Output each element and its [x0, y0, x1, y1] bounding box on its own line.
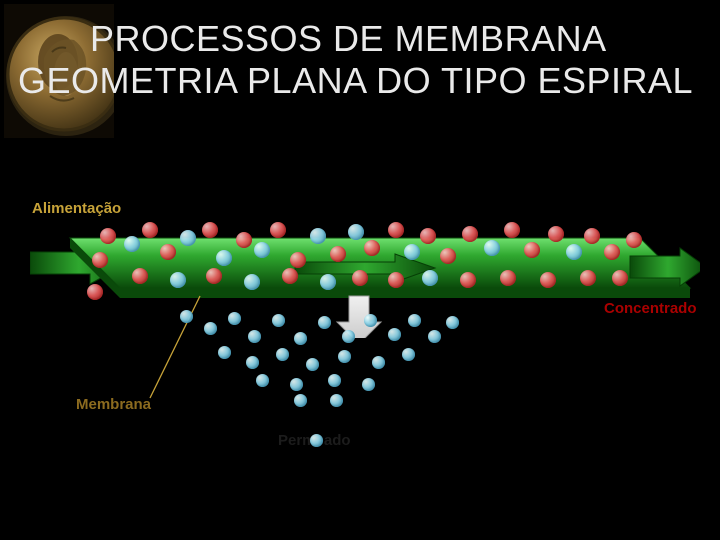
- particle-red: [388, 222, 404, 238]
- particle-blue: [276, 348, 289, 361]
- particle-red: [440, 248, 456, 264]
- particle-red: [160, 244, 176, 260]
- slide-root: PROCESSOS DE MEMBRANA GEOMETRIA PLANA DO…: [0, 0, 720, 540]
- particle-red: [540, 272, 556, 288]
- particle-red: [388, 272, 404, 288]
- particle-red: [290, 252, 306, 268]
- particle-red: [92, 252, 108, 268]
- particle-blue: [404, 244, 420, 260]
- particle-blue: [170, 272, 186, 288]
- particle-blue: [402, 348, 415, 361]
- particle-blue: [484, 240, 500, 256]
- particle-blue: [566, 244, 582, 260]
- particle-red: [524, 242, 540, 258]
- particle-red: [352, 270, 368, 286]
- particle-red: [270, 222, 286, 238]
- particle-red: [500, 270, 516, 286]
- particle-blue: [362, 378, 375, 391]
- particle-blue: [364, 314, 377, 327]
- particle-red: [504, 222, 520, 238]
- particle-blue: [228, 312, 241, 325]
- particle-red: [604, 244, 620, 260]
- particle-red: [100, 228, 116, 244]
- particle-blue: [310, 434, 323, 447]
- particle-blue: [342, 330, 355, 343]
- particle-blue: [124, 236, 140, 252]
- particle-blue: [216, 250, 232, 266]
- particle-blue: [244, 274, 260, 290]
- particle-blue: [272, 314, 285, 327]
- particle-red: [548, 226, 564, 242]
- particle-blue: [248, 330, 261, 343]
- particle-blue: [422, 270, 438, 286]
- particle-blue: [310, 228, 326, 244]
- particle-red: [206, 268, 222, 284]
- particle-blue: [372, 356, 385, 369]
- particle-blue: [328, 374, 341, 387]
- particle-blue: [428, 330, 441, 343]
- particle-red: [87, 284, 103, 300]
- particle-red: [626, 232, 642, 248]
- particle-red: [460, 272, 476, 288]
- particle-red: [132, 268, 148, 284]
- particle-blue: [306, 358, 319, 371]
- particle-blue: [180, 230, 196, 246]
- particle-blue: [254, 242, 270, 258]
- particle-red: [612, 270, 628, 286]
- particle-blue: [320, 274, 336, 290]
- particle-blue: [204, 322, 217, 335]
- particle-red: [580, 270, 596, 286]
- particle-blue: [348, 224, 364, 240]
- particle-blue: [294, 332, 307, 345]
- particle-red: [282, 268, 298, 284]
- particle-blue: [408, 314, 421, 327]
- particle-red: [202, 222, 218, 238]
- particle-blue: [330, 394, 343, 407]
- particle-blue: [290, 378, 303, 391]
- particle-red: [420, 228, 436, 244]
- particle-blue: [218, 346, 231, 359]
- particle-blue: [318, 316, 331, 329]
- particle-red: [236, 232, 252, 248]
- particle-red: [330, 246, 346, 262]
- particle-blue: [246, 356, 259, 369]
- particle-blue: [180, 310, 193, 323]
- particle-blue: [294, 394, 307, 407]
- particle-blue: [338, 350, 351, 363]
- particle-blue: [388, 328, 401, 341]
- particle-red: [584, 228, 600, 244]
- particle-red: [142, 222, 158, 238]
- particle-blue: [446, 316, 459, 329]
- particle-blue: [256, 374, 269, 387]
- particle-red: [462, 226, 478, 242]
- particle-red: [364, 240, 380, 256]
